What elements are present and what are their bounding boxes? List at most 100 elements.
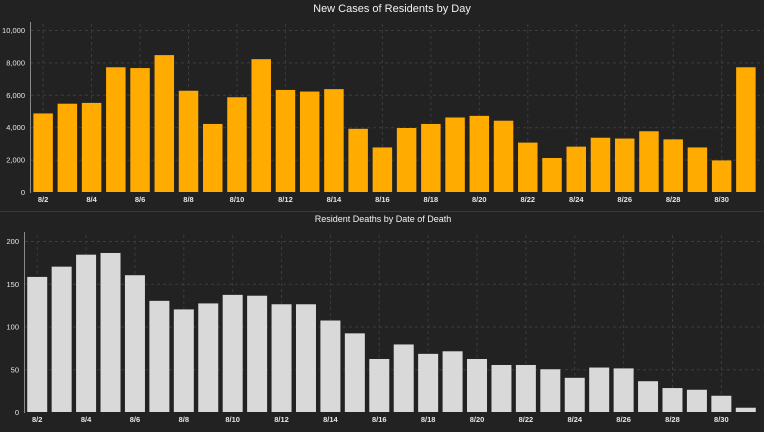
deaths-bar — [149, 300, 170, 412]
deaths-bar — [198, 303, 219, 412]
cases-x-tick-label: 8/28 — [666, 195, 681, 204]
cases-y-tick-label: 6,000 — [6, 91, 25, 100]
deaths-x-tick-label: 8/22 — [519, 415, 534, 424]
cases-x-tick-label: 8/20 — [472, 195, 487, 204]
deaths-bar — [247, 295, 268, 412]
deaths-bar — [686, 389, 707, 412]
deaths-bar — [711, 395, 732, 412]
cases-y-tick-label: 8,000 — [6, 58, 25, 67]
cases-x-tick-label: 8/4 — [86, 195, 97, 204]
deaths-bar — [491, 364, 512, 412]
deaths-bar — [442, 351, 463, 412]
deaths-x-tick-label: 8/6 — [130, 415, 140, 424]
deaths-bar — [76, 254, 97, 412]
cases-x-tick-label: 8/16 — [375, 195, 390, 204]
deaths-x-tick-label: 8/12 — [274, 415, 289, 424]
deaths-x-tick-label: 8/28 — [665, 415, 680, 424]
cases-bar — [421, 123, 441, 192]
deaths-bar — [222, 294, 243, 412]
cases-x-tick-label: 8/12 — [278, 195, 293, 204]
deaths-x-tick-label: 8/14 — [323, 415, 338, 424]
deaths-x-tick-label: 8/26 — [616, 415, 631, 424]
cases-bar — [324, 89, 344, 192]
cases-bar — [396, 128, 417, 192]
cases-bar — [639, 131, 659, 192]
cases-bar — [590, 137, 611, 192]
deaths-bar — [369, 358, 390, 412]
deaths-bar — [124, 275, 145, 412]
cases-bar — [33, 113, 53, 192]
cases-bar — [203, 123, 223, 192]
deaths-y-tick-label: 150 — [6, 280, 19, 289]
deaths-x-tick-label: 8/24 — [567, 415, 582, 424]
cases-bar — [348, 128, 368, 192]
cases-y-tick-label: 2,000 — [6, 156, 25, 165]
cases-bar — [178, 90, 199, 192]
deaths-x-tick-label: 8/8 — [179, 415, 189, 424]
deaths-x-tick-label: 8/20 — [470, 415, 485, 424]
cases-bar — [57, 103, 78, 192]
cases-bar — [275, 89, 296, 192]
deaths-chart-title: Resident Deaths by Date of Death — [315, 214, 452, 224]
deaths-bar — [393, 344, 414, 412]
deaths-bar — [344, 333, 365, 412]
cases-bar — [614, 138, 635, 192]
cases-chart: New Cases of Residents by Day 0 2,000 4,00… — [2, 3, 764, 204]
cases-x-tick-label: 8/2 — [38, 195, 48, 204]
cases-x-tick-label: 8/18 — [424, 195, 439, 204]
deaths-y-tick-label: 200 — [6, 237, 19, 246]
deaths-bar — [51, 266, 72, 412]
deaths-bar — [467, 358, 488, 412]
deaths-bar — [540, 369, 561, 412]
cases-bar — [299, 91, 320, 192]
cases-bar — [663, 139, 683, 192]
cases-bar — [566, 146, 586, 192]
deaths-x-tick-label: 8/10 — [225, 415, 240, 424]
deaths-bar — [27, 276, 48, 412]
cases-y-tick-label: 4,000 — [6, 123, 25, 132]
cases-chart-title: New Cases of Residents by Day — [313, 3, 471, 15]
cases-bar — [445, 117, 465, 192]
cases-bar — [542, 157, 562, 192]
deaths-chart: Resident Deaths by Date of Death 0 50 100 1… — [6, 214, 764, 424]
cases-bar — [81, 102, 102, 192]
cases-bar — [687, 147, 708, 192]
cases-y-tick-label: 10,000 — [2, 26, 25, 35]
deaths-bar — [173, 309, 194, 412]
deaths-bar — [515, 364, 536, 412]
deaths-y-tick-label: 0 — [15, 408, 19, 417]
deaths-x-tick-label: 8/2 — [32, 415, 42, 424]
deaths-bar — [271, 304, 292, 412]
cases-x-tick-label: 8/8 — [183, 195, 193, 204]
cases-x-tick-label: 8/22 — [520, 195, 535, 204]
deaths-bar — [613, 368, 634, 412]
cases-x-tick-label: 8/26 — [617, 195, 632, 204]
cases-bar — [493, 120, 514, 192]
deaths-bar — [735, 407, 756, 412]
deaths-y-tick-label: 100 — [6, 323, 19, 332]
deaths-y-tick-label: 50 — [11, 365, 19, 374]
cases-x-tick-label: 8/10 — [230, 195, 245, 204]
cases-bar — [518, 142, 538, 192]
cases-bar — [711, 160, 732, 192]
deaths-bar — [295, 304, 316, 412]
deaths-x-tick-label: 8/30 — [714, 415, 729, 424]
cases-bar — [372, 147, 393, 192]
cases-bar — [130, 68, 150, 192]
deaths-bar — [100, 252, 121, 412]
cases-x-tick-label: 8/6 — [135, 195, 145, 204]
deaths-x-tick-label: 8/4 — [81, 415, 92, 424]
cases-bar — [227, 97, 247, 192]
cases-bar — [251, 59, 271, 192]
deaths-bar — [638, 381, 659, 412]
deaths-bar — [662, 388, 683, 412]
cases-bar — [469, 115, 490, 192]
deaths-bar — [320, 320, 341, 412]
deaths-x-tick-label: 8/18 — [421, 415, 436, 424]
deaths-x-tick-label: 8/16 — [372, 415, 387, 424]
cases-x-tick-label: 8/24 — [569, 195, 584, 204]
cases-x-tick-label: 8/14 — [327, 195, 342, 204]
cases-bar — [106, 67, 126, 192]
deaths-bar — [418, 353, 439, 412]
